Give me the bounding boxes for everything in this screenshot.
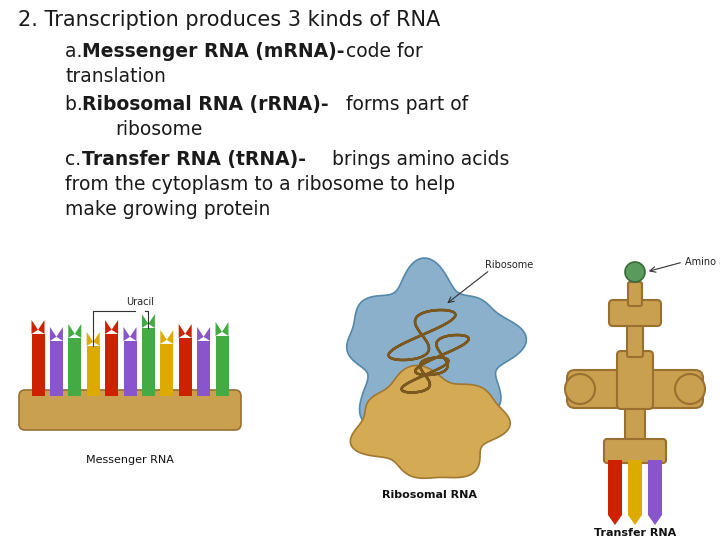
Polygon shape	[124, 327, 130, 341]
Polygon shape	[215, 322, 222, 336]
Bar	[628, 460, 642, 515]
Text: Amino acid: Amino acid	[685, 257, 720, 267]
Polygon shape	[38, 320, 45, 334]
FancyBboxPatch shape	[628, 282, 642, 306]
Polygon shape	[167, 330, 174, 344]
Bar	[105, 334, 118, 396]
Bar	[648, 460, 662, 515]
Bar	[32, 334, 45, 396]
Text: Messenger RNA: Messenger RNA	[86, 455, 174, 465]
Polygon shape	[179, 324, 185, 338]
Polygon shape	[112, 320, 118, 334]
Text: brings amino acids: brings amino acids	[326, 150, 509, 169]
Polygon shape	[351, 366, 510, 478]
FancyBboxPatch shape	[645, 370, 703, 408]
Polygon shape	[105, 320, 112, 334]
Polygon shape	[347, 258, 526, 426]
FancyBboxPatch shape	[604, 439, 666, 463]
Bar	[50, 341, 63, 396]
Polygon shape	[628, 515, 642, 525]
Text: Ribosomal RNA: Ribosomal RNA	[382, 490, 477, 500]
Polygon shape	[56, 327, 63, 341]
Polygon shape	[148, 314, 155, 328]
Polygon shape	[608, 515, 622, 525]
FancyBboxPatch shape	[617, 351, 653, 409]
Ellipse shape	[675, 374, 705, 404]
Polygon shape	[68, 324, 75, 338]
FancyBboxPatch shape	[19, 390, 241, 430]
Text: ribosome: ribosome	[115, 120, 202, 139]
Text: Messenger RNA (mRNA)-: Messenger RNA (mRNA)-	[82, 42, 344, 61]
Bar	[142, 328, 155, 396]
Polygon shape	[197, 327, 204, 341]
Text: translation: translation	[65, 67, 166, 86]
Polygon shape	[161, 330, 167, 344]
FancyBboxPatch shape	[609, 300, 661, 326]
FancyBboxPatch shape	[625, 393, 645, 442]
Text: from the cytoplasm to a ribosome to help: from the cytoplasm to a ribosome to help	[65, 175, 455, 194]
Text: Ribosomal RNA (rRNA)-: Ribosomal RNA (rRNA)-	[82, 95, 328, 114]
Bar	[215, 336, 228, 396]
FancyBboxPatch shape	[627, 313, 643, 357]
Text: c.: c.	[65, 150, 87, 169]
Polygon shape	[185, 324, 192, 338]
Text: Uracil: Uracil	[126, 297, 154, 307]
Bar	[124, 341, 137, 396]
Bar	[68, 338, 81, 396]
Bar	[86, 346, 99, 396]
Polygon shape	[50, 327, 56, 341]
Bar	[179, 338, 192, 396]
Text: Transfer RNA: Transfer RNA	[594, 528, 676, 538]
Polygon shape	[222, 322, 228, 336]
Text: 2. Transcription produces 3 kinds of RNA: 2. Transcription produces 3 kinds of RNA	[18, 10, 440, 30]
Text: forms part of: forms part of	[340, 95, 468, 114]
Polygon shape	[32, 320, 38, 334]
Polygon shape	[142, 314, 148, 328]
Text: Ribosome: Ribosome	[485, 260, 534, 270]
Polygon shape	[75, 324, 81, 338]
Bar	[161, 344, 174, 396]
Ellipse shape	[625, 262, 645, 282]
Polygon shape	[93, 332, 99, 346]
Text: code for: code for	[340, 42, 423, 61]
Text: b.: b.	[65, 95, 89, 114]
Polygon shape	[130, 327, 137, 341]
Ellipse shape	[565, 374, 595, 404]
Text: make growing protein: make growing protein	[65, 200, 271, 219]
FancyBboxPatch shape	[567, 370, 625, 408]
Text: a.: a.	[65, 42, 89, 61]
Text: Transfer RNA (tRNA)-: Transfer RNA (tRNA)-	[82, 150, 306, 169]
Polygon shape	[648, 515, 662, 525]
Bar	[197, 341, 210, 396]
Bar	[608, 460, 622, 515]
Polygon shape	[86, 332, 93, 346]
Polygon shape	[204, 327, 210, 341]
